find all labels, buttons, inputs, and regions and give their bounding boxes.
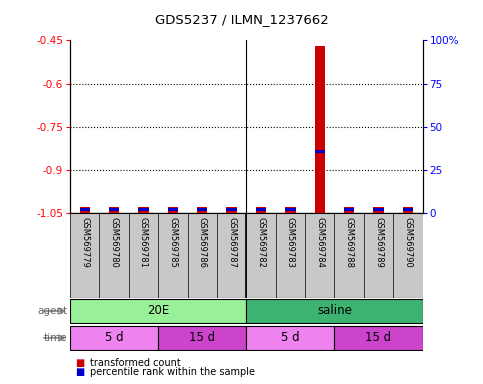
Text: GSM569785: GSM569785 (169, 217, 177, 268)
Text: GSM569783: GSM569783 (286, 217, 295, 268)
Text: ■: ■ (75, 358, 84, 368)
Text: time: time (44, 333, 68, 343)
Bar (109, 208, 119, 211)
Bar (109, 207, 119, 213)
Text: GSM569787: GSM569787 (227, 217, 236, 268)
Bar (138, 208, 149, 211)
Text: 5 d: 5 d (105, 331, 124, 344)
Text: transformed count: transformed count (90, 358, 181, 368)
Text: saline: saline (317, 304, 352, 317)
Text: percentile rank within the sample: percentile rank within the sample (90, 366, 256, 377)
Bar (168, 207, 178, 213)
Bar (138, 207, 149, 213)
Text: 20E: 20E (147, 304, 170, 317)
Bar (197, 207, 207, 213)
Bar (334, 326, 423, 350)
Bar (158, 326, 246, 350)
Bar (197, 208, 207, 211)
Bar (168, 208, 178, 211)
Bar (344, 208, 355, 211)
Bar (256, 208, 266, 211)
Text: GSM569789: GSM569789 (374, 217, 383, 268)
Bar (256, 207, 266, 213)
Bar (285, 207, 296, 213)
Text: GSM569784: GSM569784 (315, 217, 324, 268)
Bar (246, 326, 334, 350)
Text: GSM569788: GSM569788 (345, 217, 354, 268)
Bar (403, 208, 413, 211)
Bar (314, 46, 325, 213)
Bar (227, 207, 237, 213)
Text: GSM569782: GSM569782 (256, 217, 266, 268)
Text: GSM569779: GSM569779 (80, 217, 89, 268)
Bar (285, 208, 296, 211)
Bar (403, 207, 413, 213)
Bar (80, 208, 90, 211)
Text: ■: ■ (75, 366, 84, 377)
Text: GSM569790: GSM569790 (403, 217, 412, 268)
Text: agent: agent (38, 306, 68, 316)
Text: GSM569781: GSM569781 (139, 217, 148, 268)
Bar (80, 207, 90, 213)
Bar (227, 208, 237, 211)
Text: GSM569780: GSM569780 (110, 217, 119, 268)
Bar (344, 207, 355, 213)
Bar (246, 299, 423, 323)
Text: GSM569786: GSM569786 (198, 217, 207, 268)
Text: 15 d: 15 d (189, 331, 215, 344)
Bar (70, 326, 158, 350)
Bar (373, 207, 384, 213)
Text: 5 d: 5 d (281, 331, 300, 344)
Bar (373, 208, 384, 211)
Text: 15 d: 15 d (366, 331, 392, 344)
Bar (314, 150, 325, 152)
Bar (70, 299, 246, 323)
Text: GDS5237 / ILMN_1237662: GDS5237 / ILMN_1237662 (155, 13, 328, 26)
